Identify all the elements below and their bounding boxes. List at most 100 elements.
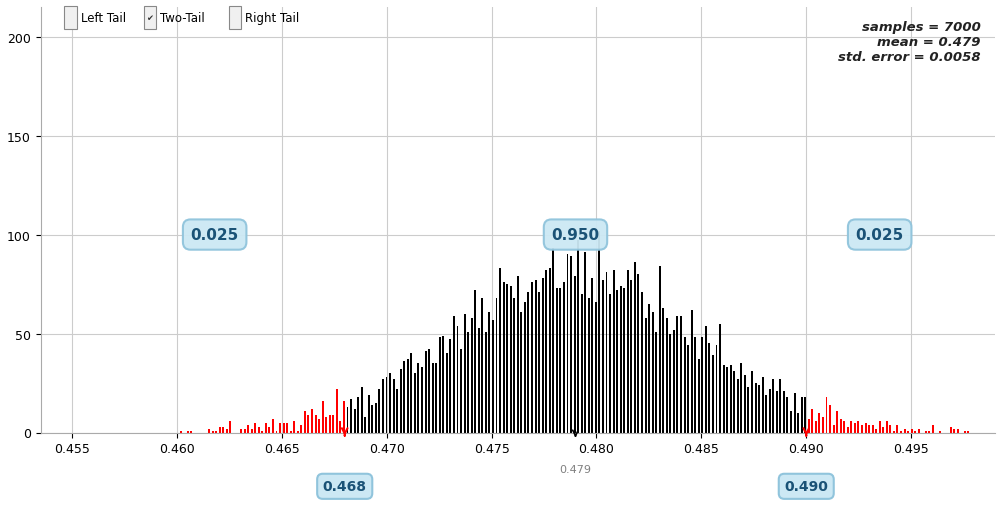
Bar <box>400 370 402 433</box>
Bar <box>563 282 565 433</box>
Bar <box>545 271 547 433</box>
Bar <box>467 332 469 433</box>
Bar <box>726 367 728 433</box>
Bar <box>396 389 398 433</box>
Bar <box>272 419 274 433</box>
Bar <box>673 330 675 433</box>
Text: 0.468: 0.468 <box>323 479 367 493</box>
Bar <box>623 289 625 433</box>
Text: ✔: ✔ <box>146 14 153 23</box>
Bar <box>365 417 366 433</box>
Bar <box>609 294 611 433</box>
Bar <box>794 393 796 433</box>
Bar <box>247 425 249 433</box>
Bar <box>812 409 814 433</box>
Bar <box>531 282 533 433</box>
Bar <box>932 425 934 433</box>
Bar <box>577 241 579 433</box>
Bar <box>333 415 335 433</box>
Bar <box>755 383 757 433</box>
Text: 0.025: 0.025 <box>190 228 238 243</box>
Text: Left Tail: Left Tail <box>80 12 126 25</box>
Bar <box>815 421 817 433</box>
Bar <box>694 338 696 433</box>
Bar <box>527 292 529 433</box>
Bar <box>872 425 874 433</box>
Bar <box>950 427 952 433</box>
Bar <box>752 372 753 433</box>
Bar <box>697 359 699 433</box>
Text: samples = 7000
mean = 0.479
std. error = 0.0058: samples = 7000 mean = 0.479 std. error =… <box>838 21 981 64</box>
Bar <box>833 425 835 433</box>
Text: Right Tail: Right Tail <box>244 12 299 25</box>
Bar <box>637 275 639 433</box>
Bar <box>651 312 653 433</box>
Bar <box>736 379 738 433</box>
Bar <box>968 431 969 433</box>
Bar <box>439 338 441 433</box>
Bar <box>616 291 618 433</box>
Bar <box>425 352 427 433</box>
Bar <box>805 397 807 433</box>
Bar <box>904 429 906 433</box>
Bar <box>918 429 920 433</box>
Bar <box>499 269 501 433</box>
Bar <box>186 431 188 433</box>
Bar <box>457 326 459 433</box>
Bar <box>826 397 828 433</box>
Bar <box>350 399 352 433</box>
Bar <box>840 419 842 433</box>
Bar <box>900 431 902 433</box>
Bar <box>311 409 313 433</box>
Bar <box>634 263 636 433</box>
Bar <box>630 280 632 433</box>
Bar <box>759 385 761 433</box>
Bar <box>722 365 724 433</box>
Bar <box>297 431 299 433</box>
Bar <box>542 278 544 433</box>
Bar <box>326 417 328 433</box>
Bar <box>719 324 721 433</box>
Bar <box>733 372 735 433</box>
Bar <box>262 431 264 433</box>
Bar <box>743 375 745 433</box>
Bar <box>708 344 710 433</box>
Bar <box>329 415 331 433</box>
Bar <box>939 431 941 433</box>
Bar <box>474 291 476 433</box>
Bar <box>386 377 388 433</box>
Bar <box>729 365 731 433</box>
Bar <box>595 302 597 433</box>
Bar <box>740 363 742 433</box>
Bar <box>496 298 497 433</box>
Bar <box>605 273 607 433</box>
Bar <box>442 336 444 433</box>
Bar <box>382 379 384 433</box>
Bar <box>315 415 317 433</box>
Bar <box>556 289 558 433</box>
Bar <box>304 411 306 433</box>
Bar <box>222 427 224 433</box>
Bar <box>538 292 540 433</box>
Bar <box>229 421 231 433</box>
Bar <box>769 389 771 433</box>
Bar <box>347 407 349 433</box>
Bar <box>662 308 664 433</box>
Bar <box>506 285 508 433</box>
Bar <box>211 431 213 433</box>
Bar <box>854 423 856 433</box>
Bar <box>471 318 473 433</box>
Bar <box>907 431 909 433</box>
Bar <box>883 427 884 433</box>
Bar <box>478 328 480 433</box>
Bar <box>911 429 913 433</box>
Bar <box>566 255 568 433</box>
Bar <box>787 397 789 433</box>
Bar <box>819 413 821 433</box>
Bar <box>957 429 959 433</box>
Bar <box>269 427 271 433</box>
Bar <box>240 429 242 433</box>
Bar <box>265 423 267 433</box>
Bar <box>225 429 227 433</box>
Bar <box>886 421 888 433</box>
